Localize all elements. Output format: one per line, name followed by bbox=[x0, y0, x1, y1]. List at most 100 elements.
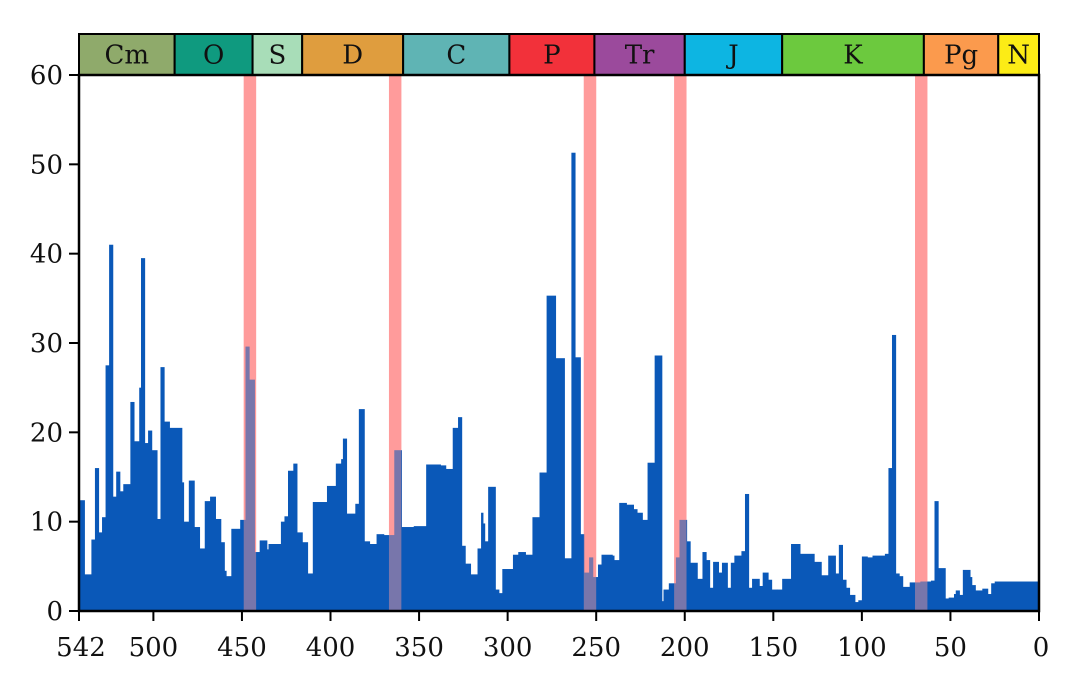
extinction-band-overlay bbox=[915, 75, 928, 611]
bar bbox=[861, 556, 868, 611]
bar bbox=[842, 579, 847, 611]
bar bbox=[288, 470, 294, 611]
bar bbox=[713, 561, 720, 611]
bar bbox=[642, 519, 649, 611]
bar bbox=[690, 562, 698, 611]
bar bbox=[744, 493, 750, 611]
bar bbox=[119, 491, 124, 611]
bar bbox=[748, 587, 753, 611]
bar bbox=[555, 358, 565, 611]
bar bbox=[718, 572, 723, 611]
y-tick-label: 20 bbox=[30, 418, 63, 448]
bar bbox=[661, 601, 665, 611]
bar bbox=[619, 502, 627, 611]
extinction-band-overlay bbox=[388, 75, 402, 611]
bar bbox=[326, 485, 337, 611]
bar bbox=[94, 468, 100, 611]
period-label: D bbox=[342, 41, 363, 71]
bar bbox=[854, 602, 859, 611]
bar bbox=[426, 464, 441, 611]
bar bbox=[835, 573, 840, 611]
period-label: S bbox=[268, 41, 286, 71]
bar bbox=[768, 579, 773, 611]
bar bbox=[962, 569, 971, 611]
extinction-band bbox=[674, 75, 687, 611]
bar bbox=[601, 554, 613, 611]
bar bbox=[169, 427, 183, 611]
bar bbox=[394, 450, 402, 611]
bar bbox=[342, 438, 348, 611]
bar bbox=[183, 521, 190, 611]
bar bbox=[730, 562, 735, 611]
bar bbox=[482, 523, 486, 611]
bar bbox=[953, 594, 957, 611]
bar bbox=[498, 593, 503, 611]
bar bbox=[668, 583, 677, 611]
bar bbox=[341, 459, 344, 611]
x-tick-label: 250 bbox=[571, 633, 621, 663]
bar bbox=[284, 516, 289, 611]
bar bbox=[481, 512, 484, 611]
bar bbox=[771, 589, 778, 611]
bar bbox=[663, 589, 670, 611]
bar bbox=[969, 577, 973, 611]
bar bbox=[948, 597, 955, 611]
bar bbox=[697, 578, 704, 611]
bar bbox=[959, 594, 964, 611]
bar bbox=[440, 465, 447, 611]
bar bbox=[91, 539, 96, 611]
bar bbox=[458, 417, 463, 611]
bar bbox=[828, 555, 836, 611]
bar bbox=[245, 346, 250, 611]
bar bbox=[226, 576, 232, 611]
bar bbox=[364, 541, 371, 611]
bar bbox=[574, 357, 581, 611]
bar bbox=[994, 581, 1040, 611]
x-tick-label: 542 bbox=[56, 633, 106, 663]
bar bbox=[597, 564, 603, 611]
bar bbox=[930, 580, 936, 611]
bar bbox=[888, 468, 893, 611]
bar bbox=[215, 518, 222, 611]
bar bbox=[307, 573, 314, 611]
x-tick-label: 300 bbox=[483, 633, 533, 663]
bar bbox=[139, 387, 142, 611]
bar bbox=[884, 553, 890, 611]
x-tick-label: 350 bbox=[394, 633, 444, 663]
x-tick-label: 150 bbox=[748, 633, 798, 663]
bar bbox=[254, 552, 261, 611]
bar bbox=[838, 544, 843, 611]
x-tick-label: 200 bbox=[660, 633, 710, 663]
bar bbox=[259, 540, 268, 611]
bar bbox=[164, 421, 170, 611]
period-label: N bbox=[1007, 41, 1030, 71]
bar bbox=[199, 548, 206, 611]
bar bbox=[872, 555, 886, 611]
bar bbox=[633, 509, 638, 611]
bar bbox=[654, 355, 663, 611]
period-j bbox=[683, 33, 784, 76]
bar bbox=[734, 555, 743, 611]
bar bbox=[571, 152, 576, 611]
bar bbox=[470, 574, 479, 611]
bar bbox=[675, 557, 681, 611]
extinction-band-overlay bbox=[583, 75, 597, 611]
period-p bbox=[508, 33, 596, 76]
bar bbox=[759, 585, 764, 611]
x-tick-label: 450 bbox=[217, 633, 267, 663]
bar bbox=[955, 590, 960, 611]
extinction-band-overlay bbox=[674, 75, 687, 611]
bar bbox=[727, 587, 732, 611]
geologic-period-bar: Cm O S D C P Tr J K Pg N bbox=[78, 33, 1040, 76]
y-tick-label: 60 bbox=[30, 61, 63, 91]
bar bbox=[495, 589, 500, 611]
bar bbox=[580, 534, 585, 611]
bar bbox=[564, 558, 572, 611]
period-label: P bbox=[543, 41, 561, 71]
bar bbox=[156, 518, 162, 611]
bar bbox=[532, 517, 541, 611]
bar bbox=[636, 512, 643, 611]
bar bbox=[465, 563, 472, 611]
bar bbox=[702, 552, 707, 611]
